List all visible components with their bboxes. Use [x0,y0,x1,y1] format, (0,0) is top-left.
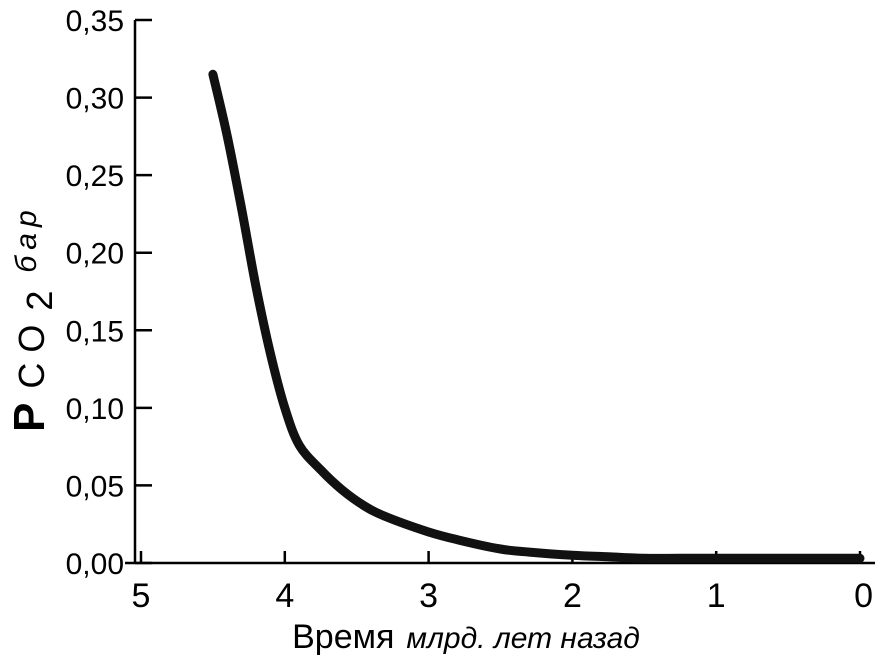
x-tick-label-5: 0 [854,577,873,615]
y-axis-label-p: P [5,403,54,432]
y-axis-label-species: CO [11,315,52,389]
y-tick-label-4: 0,20 [66,238,124,271]
y-axis-label-unit: бар [10,204,43,272]
y-ticks: 0,00 0,05 0,10 0,15 0,20 0,25 0,30 0,35 [66,5,152,581]
x-axis-label-unit: млрд. лет назад [406,622,639,655]
x-axis-label: Время млрд. лет назад [292,618,640,656]
y-tick-label-2: 0,10 [66,393,124,426]
x-tick-label-3: 2 [563,577,582,615]
y-tick-label-1: 0,05 [66,470,124,503]
x-tick-label-1: 4 [275,577,294,615]
y-tick-label-5: 0,25 [66,160,124,193]
x-tick-label-4: 1 [707,577,726,615]
y-tick-label-3: 0,15 [66,315,124,348]
x-tick-label-0: 5 [132,577,151,615]
y-axis-label: P CO 2 бар [5,204,60,432]
axes [125,20,875,565]
y-tick-label-7: 0,35 [66,5,124,38]
x-ticks: 5 4 3 2 1 0 [132,551,873,615]
y-axis-label-subscript: 2 [19,291,60,311]
y-tick-label-0: 0,00 [66,548,124,581]
x-tick-label-2: 3 [419,577,438,615]
svg-text:Время млрд. лет назад: Время млрд. лет назад [292,618,640,656]
y-tick-label-6: 0,30 [66,83,124,116]
series-line-0 [208,69,865,563]
x-axis-label-main: Время [292,618,394,656]
series [208,69,865,563]
svg-text:P CO 2 бар: P CO 2 бар [5,204,60,432]
